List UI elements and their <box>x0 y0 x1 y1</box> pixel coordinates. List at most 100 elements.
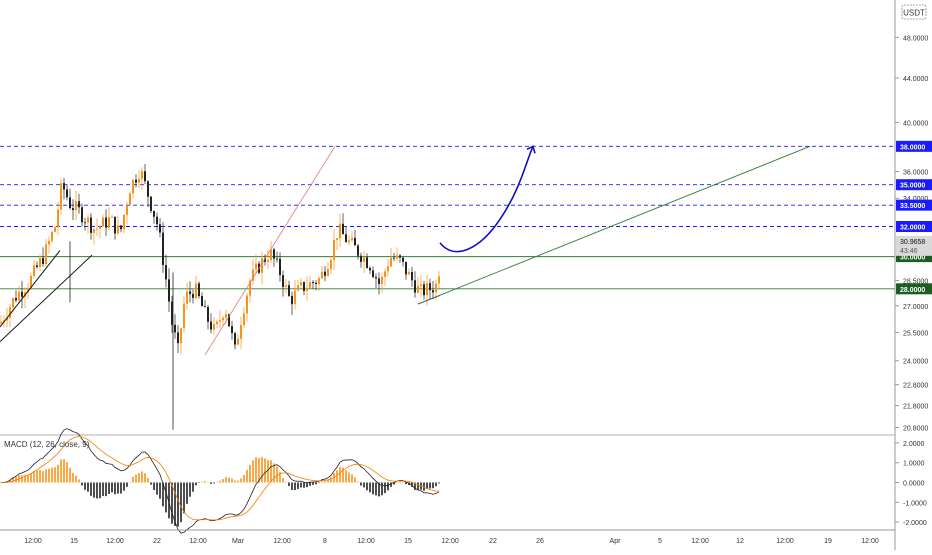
macd-indicator-label[interactable]: MACD (12, 26, close, 9) <box>4 440 90 449</box>
candle-body <box>153 210 155 217</box>
macd-line[interactable] <box>0 428 440 534</box>
signal-line[interactable] <box>0 436 440 521</box>
macd-histogram-bar <box>282 477 284 483</box>
candle-body <box>162 232 164 266</box>
candle-body <box>399 255 401 258</box>
time-axis[interactable]: 12:00 15 12:00 22 12:00 Mar 12:00 8 12:00 15 12:00… <box>24 538 879 545</box>
macd-histogram-bar <box>336 470 338 483</box>
macd-histogram-bar <box>120 482 122 494</box>
macd-histogram-bar <box>114 482 116 495</box>
candle-body <box>51 231 53 241</box>
macd-histogram-bar <box>228 477 230 483</box>
macd-histogram-bar <box>378 482 380 497</box>
macd-histogram-bar <box>189 482 191 497</box>
candle-body <box>66 189 68 198</box>
channel-lower-line[interactable] <box>0 254 93 343</box>
candle-body <box>333 240 335 260</box>
candle-body <box>27 287 29 293</box>
macd-histogram-bar <box>75 475 77 483</box>
macd-histogram-bar <box>423 482 425 491</box>
candle-body <box>249 280 251 296</box>
level-badge[interactable] <box>896 179 932 191</box>
candle-body <box>240 325 242 339</box>
macd-histogram-bar <box>90 482 92 496</box>
candle-body <box>168 279 170 302</box>
candle-body <box>57 209 59 228</box>
macd-histogram-bar <box>111 482 113 493</box>
macd-histogram-bar <box>21 475 23 483</box>
macd-histogram-bar <box>231 478 233 483</box>
current-price-badge[interactable] <box>896 235 932 256</box>
red-trend-line[interactable] <box>204 146 336 356</box>
time-tick-label: 26 <box>536 538 544 545</box>
macd-histogram-bar <box>435 482 437 487</box>
level-badge-label: 33.5000 <box>900 203 925 210</box>
time-tick-label: 12 <box>736 538 744 545</box>
level-badge[interactable] <box>896 221 932 233</box>
level-badge[interactable] <box>896 251 932 263</box>
candle-body <box>228 314 230 327</box>
projection-arrow[interactable] <box>439 146 534 253</box>
macd-histogram-bar <box>138 472 140 483</box>
macd-histogram-bar <box>168 482 170 519</box>
price-tick-label: 44.0000 <box>903 76 928 83</box>
time-tick-label: 5 <box>658 538 662 545</box>
price-tick-label: 24.0000 <box>903 359 928 366</box>
candle-body <box>12 298 14 308</box>
short-trendline[interactable] <box>417 295 441 305</box>
candle-body <box>267 260 269 262</box>
candle-body <box>255 263 257 270</box>
price-axis[interactable]: 48.000044.000040.000036.000034.000028.50… <box>895 35 932 527</box>
channel-upper-line[interactable] <box>0 250 61 328</box>
candle-body <box>207 307 209 322</box>
candle-body <box>279 258 281 276</box>
macd-histogram-bar <box>414 482 416 490</box>
level-badge-label: 32.0000 <box>900 225 925 232</box>
candles[interactable] <box>0 163 440 430</box>
macd-histogram-bar <box>252 460 254 483</box>
macd-pane[interactable] <box>0 428 440 534</box>
macd-histogram-bar <box>312 482 314 485</box>
candle-body <box>324 271 326 276</box>
macd-histogram-bar <box>0 482 2 483</box>
time-tick-label: Mar <box>232 538 245 545</box>
candle-body <box>171 301 173 325</box>
currency-label: USDT <box>903 9 925 18</box>
macd-histogram-bar <box>300 482 302 488</box>
time-tick-label: 15 <box>404 538 412 545</box>
macd-histogram-bar <box>48 468 50 483</box>
candle-body <box>120 225 122 230</box>
candle-body <box>420 284 422 286</box>
candle-body <box>72 208 74 211</box>
macd-histogram-bar <box>33 471 35 483</box>
candle-body <box>69 197 71 209</box>
macd-histogram-bar <box>117 482 119 494</box>
candle-body <box>105 217 107 228</box>
macd-histogram-bar <box>30 473 32 483</box>
candle-body <box>210 321 212 330</box>
candle-body <box>369 267 371 271</box>
price-pane[interactable] <box>0 145 895 430</box>
candle-body <box>117 225 119 234</box>
macd-histogram-bar <box>150 482 152 485</box>
level-badge[interactable] <box>896 140 932 152</box>
candle-body <box>303 282 305 292</box>
candle-body <box>291 295 293 305</box>
countdown-label: 43:46 <box>900 248 918 255</box>
macd-histogram-bar <box>201 481 203 483</box>
candle-body <box>246 295 248 314</box>
candle-body <box>282 275 284 287</box>
time-tick-label: 12:00 <box>273 538 291 545</box>
time-tick-label: 12:00 <box>441 538 459 545</box>
currency-badge[interactable]: USDT <box>901 4 927 20</box>
projection-arrow-head[interactable] <box>526 145 536 154</box>
candle-body <box>114 216 116 234</box>
level-badge[interactable] <box>896 199 932 211</box>
macd-histogram-bar <box>69 467 71 483</box>
support-trendline[interactable] <box>417 145 811 305</box>
candle-body <box>39 257 41 267</box>
macd-histogram-bar <box>246 470 248 483</box>
level-badge[interactable] <box>896 283 932 295</box>
price-tick-label: 21.8000 <box>903 404 928 411</box>
